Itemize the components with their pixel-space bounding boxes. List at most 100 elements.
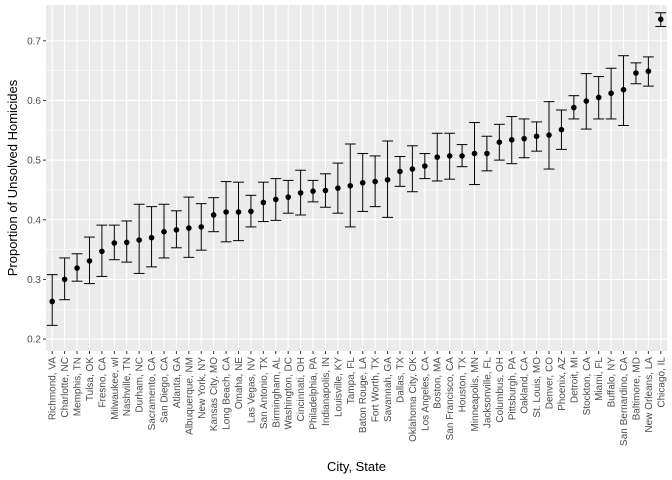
data-point (484, 150, 490, 157)
x-tick-label: Baltimore, MD (631, 357, 642, 420)
x-tick-label: Albuquerque, NM (184, 357, 195, 435)
data-point (446, 153, 453, 159)
x-tick-label: Oklahoma City, OK (408, 357, 419, 442)
data-point (248, 208, 254, 215)
x-tick-label: Houston, TX (458, 357, 469, 413)
data-point (608, 90, 614, 97)
x-tick-label: Washington, DC (284, 357, 295, 429)
data-point (161, 228, 167, 235)
data-point (173, 227, 180, 233)
x-tick-label: Philadelphia, PA (309, 357, 320, 430)
data-point (521, 135, 527, 142)
x-tick-label: Boston, MA (433, 357, 444, 409)
data-point (571, 104, 577, 111)
x-tick-label: Durham, NC (135, 357, 146, 413)
x-tick-label: Jacksonville, FL (482, 357, 493, 429)
x-tick-label: Birmingham, AL (271, 357, 282, 428)
y-tick-label: 0.4 (27, 215, 41, 226)
data-point (111, 240, 118, 246)
x-tick-label: Omaha, NE (234, 357, 245, 410)
data-point (558, 126, 565, 133)
x-tick-label: Oakland, CA (520, 357, 531, 414)
data-point (657, 16, 664, 23)
x-tick-label: Indianapolis, IN (321, 357, 332, 426)
y-axis: 0.2 0.3 0.4 0.5 0.6 0.7 (27, 36, 46, 346)
x-tick-label: Las Vegas, NV (246, 357, 257, 423)
y-tick-label: 0.5 (27, 156, 41, 167)
data-point (99, 248, 105, 255)
data-points (49, 16, 664, 305)
x-tick-label: Milwaukee, wI (110, 357, 121, 420)
x-tick-label: Sacramento, CA (147, 357, 158, 431)
x-tick-label: St. Louis, MO (532, 357, 543, 418)
plot-panel (46, 5, 667, 351)
x-tick-label: Richmond, VA (48, 357, 59, 421)
y-tick-label: 0.7 (27, 36, 41, 47)
y-tick-label: 0.6 (27, 96, 41, 107)
data-point (434, 154, 441, 160)
x-tick-label: Chicago, IL (656, 357, 667, 408)
x-tick-label: Phoenix, AZ (557, 357, 568, 411)
data-point (533, 133, 540, 140)
data-point (186, 225, 192, 231)
y-axis-title: Proportion of Unsolved Homicides (5, 79, 20, 276)
x-tick-label: Pittsburgh, PA (507, 357, 518, 421)
x-tick-label: Los Angeles, CA (420, 357, 431, 431)
x-tick-label: Denver, CO (545, 357, 556, 409)
x-tick-label: Detroit, MI (569, 357, 580, 403)
data-point (633, 70, 639, 76)
y-tick-label: 0.2 (27, 335, 41, 346)
x-tick-label: New Orleans, LA (644, 357, 655, 433)
data-point (136, 237, 142, 243)
data-point (123, 239, 130, 246)
x-tick-label: Louisville, KY (333, 357, 344, 417)
data-point (322, 187, 329, 194)
x-axis: Richmond, VA Charlotte, NC Memphis, TN Tuls… (48, 351, 667, 446)
x-tick-label: San Diego, CA (159, 357, 170, 423)
data-point (272, 196, 279, 203)
data-point (347, 182, 354, 189)
x-tick-label: Memphis, TN (73, 357, 84, 416)
x-tick-label: Kansas City, MO (209, 357, 220, 431)
data-point (595, 94, 602, 101)
data-point (297, 190, 304, 196)
data-point (359, 179, 366, 186)
x-tick-label: Miami, FL (594, 357, 605, 401)
data-point (422, 163, 428, 169)
x-tick-label: Buffalo, NY (607, 357, 618, 408)
data-point (61, 276, 68, 283)
data-point (459, 153, 465, 159)
x-tick-label: Fresno, CA (97, 357, 108, 408)
data-point (198, 224, 205, 230)
data-point (285, 194, 291, 200)
x-tick-label: Cincinnati, OH (296, 357, 307, 421)
data-point (496, 139, 503, 146)
x-tick-label: San Antonio, TX (259, 357, 270, 429)
x-tick-label: Savannah, GA (383, 357, 394, 422)
x-tick-label: Dallas, TX (395, 357, 406, 403)
x-tick-label: Tampa, FL (346, 357, 357, 405)
data-point (508, 137, 515, 143)
data-point (583, 98, 590, 104)
data-point (645, 68, 652, 75)
x-tick-label: Long Beach, CA (222, 357, 233, 430)
data-point (620, 86, 627, 93)
x-tick-label: Columbus, OH (495, 357, 506, 423)
gridlines (46, 5, 667, 351)
x-tick-label: San Francisco, CA (445, 357, 456, 441)
data-point (86, 258, 93, 264)
x-tick-label: Charlotte, NC (60, 357, 71, 418)
data-point (148, 234, 155, 241)
x-axis-title: City, State (327, 459, 386, 474)
x-tick-label: Stockton, CA (582, 357, 593, 416)
x-tick-label: San Bernardino, CA (619, 357, 630, 446)
x-tick-label: New York, NY (197, 357, 208, 419)
x-tick-label: Baton Rouge, LA (358, 357, 369, 433)
data-point (235, 209, 242, 215)
data-point (471, 150, 478, 157)
data-point (546, 132, 552, 138)
y-tick-label: 0.3 (27, 275, 41, 286)
data-point (335, 185, 341, 191)
x-tick-label: Fort Worth, TX (371, 357, 382, 423)
